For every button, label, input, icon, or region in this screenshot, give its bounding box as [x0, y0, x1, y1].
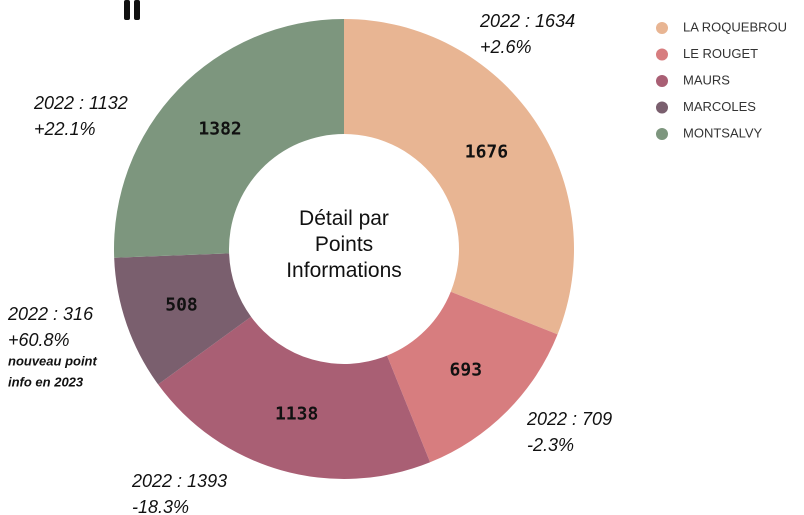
annotation: +2.6% — [480, 37, 532, 57]
annotation: 2022 : 1132 — [33, 93, 128, 113]
annotation: 2022 : 1393 — [131, 471, 227, 491]
annotation: 2022 : 709 — [526, 409, 612, 429]
legend-swatch — [656, 128, 668, 140]
annotation: -2.3% — [527, 435, 574, 455]
data-label: 1382 — [198, 119, 241, 140]
cropped-mark — [124, 0, 130, 20]
data-label: 1138 — [275, 403, 318, 424]
legend-swatch — [656, 48, 668, 61]
annotation-note: info en 2023 — [8, 374, 84, 389]
donut-slice — [387, 291, 558, 463]
annotation-note: nouveau point — [8, 353, 98, 368]
data-label: 508 — [165, 294, 198, 315]
data-label: 1676 — [465, 142, 508, 163]
legend-label: MARCOLES — [683, 99, 756, 114]
legend-label: LE ROUGET — [683, 46, 758, 61]
legend-label: MAURS — [683, 72, 730, 87]
donut-slice — [114, 19, 344, 258]
annotation: 2022 : 316 — [7, 304, 94, 324]
annotation: -18.3% — [132, 497, 189, 515]
annotation: 2022 : 1634 — [479, 11, 575, 31]
annotation: +22.1% — [34, 119, 96, 139]
donut-slice — [114, 253, 252, 385]
legend-swatch — [656, 22, 668, 34]
legend-swatch — [656, 101, 668, 114]
donut-slice — [158, 316, 431, 480]
legend-label: LA ROQUEBROU — [683, 19, 787, 34]
legend-label: MONTSALVY — [683, 125, 763, 140]
chart-title: Détail par Points Informations — [286, 207, 402, 282]
data-label: 693 — [450, 359, 483, 380]
donut-slice — [344, 19, 574, 335]
cropped-mark — [134, 0, 140, 20]
legend-swatch — [656, 75, 668, 87]
annotation: +60.8% — [8, 330, 70, 350]
